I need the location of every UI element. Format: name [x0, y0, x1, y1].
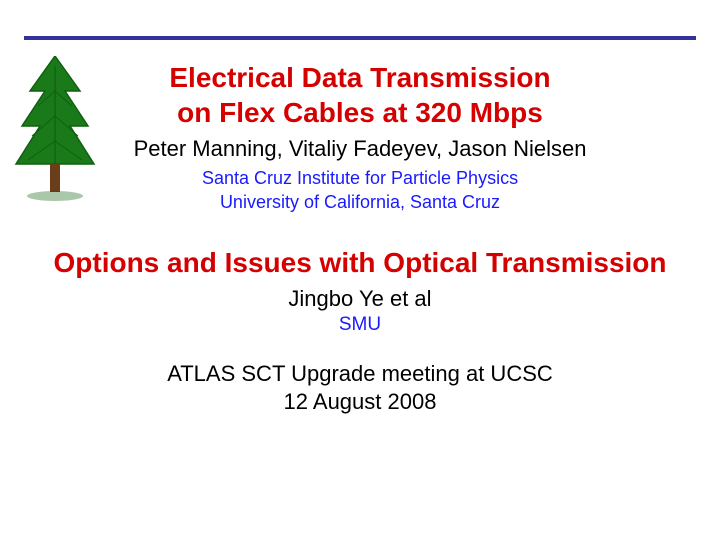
title-1: Electrical Data Transmission on Flex Cab… — [0, 60, 720, 130]
affil-1-line1: Santa Cruz Institute for Particle Physic… — [202, 168, 518, 188]
authors-2: Jingbo Ye et al — [0, 286, 720, 312]
authors-1: Peter Manning, Vitaliy Fadeyev, Jason Ni… — [0, 136, 720, 162]
horizontal-rule — [24, 36, 696, 40]
title-1-line1: Electrical Data Transmission — [169, 62, 550, 93]
title-1-line2: on Flex Cables at 320 Mbps — [177, 97, 543, 128]
affiliation-1: Santa Cruz Institute for Particle Physic… — [0, 166, 720, 215]
slide-content: Electrical Data Transmission on Flex Cab… — [0, 60, 720, 417]
affiliation-2: SMU — [0, 314, 720, 336]
meeting-line1: ATLAS SCT Upgrade meeting at UCSC — [167, 361, 553, 386]
meeting-info: ATLAS SCT Upgrade meeting at UCSC 12 Aug… — [0, 360, 720, 417]
meeting-line2: 12 August 2008 — [284, 389, 437, 414]
title-2: Options and Issues with Optical Transmis… — [0, 245, 720, 280]
affil-1-line2: University of California, Santa Cruz — [220, 192, 500, 212]
